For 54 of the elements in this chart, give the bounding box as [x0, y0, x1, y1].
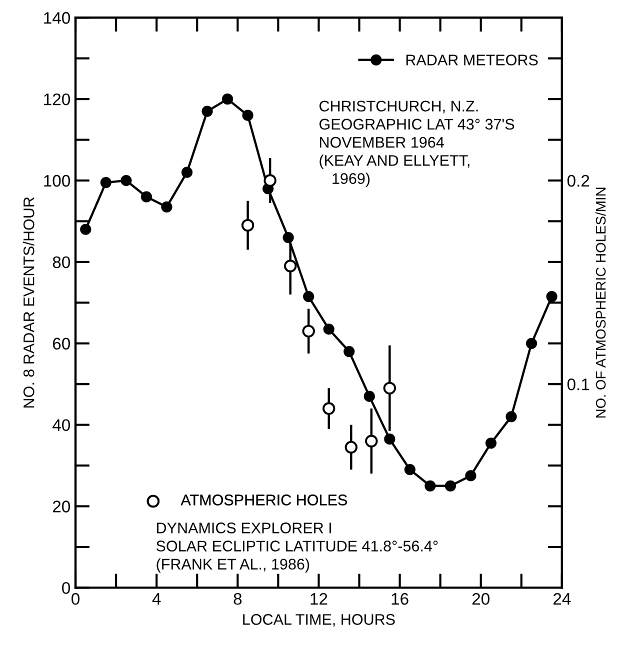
point: [465, 470, 476, 482]
annotation: DYNAMICS EXPLORER I SOLAR ECLIPTIC LATITUDE 41.8°-56.4° (FRANK ET AL., 1986): [156, 522, 438, 573]
x-axis-title: LOCAL TIME, HOURS: [243, 614, 395, 627]
point: [546, 291, 558, 302]
point: [322, 402, 336, 415]
point: [506, 411, 517, 422]
point: [364, 390, 375, 402]
y-tick-label: 0: [62, 582, 70, 594]
y2-axis-title: NO. OF ATMOSPHERIC HOLES/MIN: [596, 188, 606, 418]
point: [424, 480, 436, 492]
y-tick-label: 20: [52, 500, 70, 512]
y-tick-label: 80: [52, 256, 70, 268]
point: [303, 291, 314, 302]
y-tick-label: 40: [52, 419, 70, 432]
point: [302, 324, 315, 338]
x-tick-label: 4: [152, 593, 161, 605]
point: [526, 338, 538, 349]
point: [344, 440, 358, 454]
point: [264, 174, 276, 187]
x-tick-label: 16: [392, 593, 408, 605]
point: [100, 176, 112, 188]
y-tick-label: 100: [44, 174, 70, 187]
point: [242, 110, 254, 121]
y-tick-label: 120: [44, 93, 70, 106]
annotation: CHRISTCHURCH, N.Z. GEOGRAPHIC LAT 43° 37'S NOVEMBER 1964 (KEAY AND ELLYETT, 1969): [319, 100, 514, 187]
y-axis-title: NO. 8 RADAR EVENTS/HOUR: [23, 197, 34, 408]
x-tick-label: 8: [234, 593, 242, 605]
point: [365, 434, 378, 448]
x-tick-label: 0: [72, 593, 80, 605]
point: [444, 480, 456, 492]
point: [161, 201, 172, 213]
point: [344, 346, 355, 358]
point: [383, 382, 396, 395]
point: [202, 106, 213, 117]
point: [384, 434, 396, 445]
x-tick-label: 20: [472, 593, 490, 605]
point: [120, 174, 132, 186]
y-tick-label: 140: [44, 12, 70, 24]
x-tick-label: 24: [553, 593, 571, 605]
y2-tick-label: 0.1: [567, 378, 590, 390]
point: [80, 224, 92, 235]
legend-label: RADAR METEORS: [406, 54, 538, 66]
y2-tick-label: 0.2: [567, 174, 590, 187]
legend-label: ATMOSPHERIC HOLES: [180, 494, 347, 506]
point: [241, 218, 254, 232]
point: [485, 438, 497, 449]
point: [404, 464, 416, 476]
point: [323, 324, 334, 335]
x-tick-label: 12: [310, 593, 328, 605]
point: [140, 191, 152, 202]
y-tick-label: 60: [52, 338, 70, 350]
point: [284, 260, 297, 272]
point: [222, 94, 234, 105]
point: [181, 166, 193, 178]
